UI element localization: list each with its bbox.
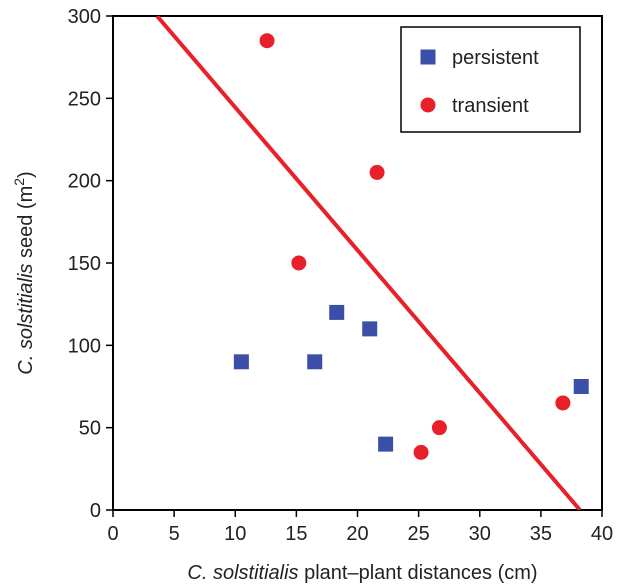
transient-point-4 — [413, 444, 429, 460]
transient-point-2 — [291, 255, 307, 271]
y-tick-label: 100 — [68, 335, 101, 357]
axes: 0 5 10 15 20 25 30 35 40 0 50 100 150 200 250 300 C. sol… — [11, 6, 613, 584]
y-tick-label: 150 — [68, 253, 101, 275]
trend-line — [155, 16, 582, 510]
persistent-point-5 — [378, 436, 394, 452]
persistent-point-4 — [362, 321, 378, 337]
data-marks — [155, 16, 589, 510]
persistent-point-1 — [233, 354, 249, 370]
y-axis-label: C. solstitialis seed (m2) — [11, 171, 37, 374]
persistent-point-3 — [329, 304, 345, 320]
legend-box — [400, 26, 581, 133]
x-tick-label: 20 — [346, 523, 368, 545]
legend-label-transient: transient — [452, 95, 529, 117]
y-tick-label: 50 — [79, 418, 101, 440]
x-tick-label: 25 — [408, 523, 430, 545]
x-axis-label: C. solstitialis plant–plant distances (c… — [187, 562, 537, 584]
x-tick-label: 5 — [169, 523, 180, 545]
x-tick-label: 30 — [469, 523, 491, 545]
legend-marker-persistent — [420, 49, 436, 65]
persistent-point-2 — [307, 354, 323, 370]
x-tick-label: 15 — [285, 523, 307, 545]
x-tick-label: 35 — [530, 523, 552, 545]
x-tick-label: 40 — [591, 523, 613, 545]
x-tick-label: 10 — [224, 523, 246, 545]
transient-point-5 — [431, 420, 447, 436]
y-tick-label: 250 — [68, 88, 101, 110]
legend: persistent transient — [400, 26, 581, 133]
x-tick-label: 0 — [107, 523, 118, 545]
transient-point-6 — [555, 395, 571, 411]
transient-point-3 — [369, 164, 385, 180]
legend-marker-transient — [420, 97, 436, 113]
y-tick-label: 200 — [68, 171, 101, 193]
y-tick-label: 0 — [90, 500, 101, 522]
legend-label-persistent: persistent — [452, 47, 539, 69]
y-tick-label: 300 — [68, 6, 101, 28]
transient-point-1 — [259, 33, 275, 49]
persistent-point-6 — [573, 379, 589, 394]
